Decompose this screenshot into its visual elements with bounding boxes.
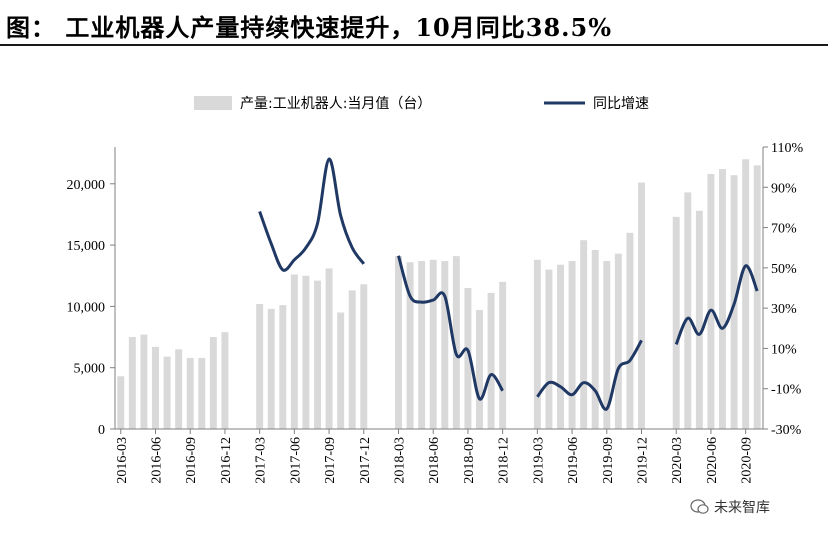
- bar-2018-04: [406, 262, 414, 429]
- tick-labels: 0 5,000 10,000 15,000 20,000 -30% -10% 10% 30% 50…: [67, 141, 804, 484]
- x-tick-label: 2020-06: [705, 437, 720, 484]
- y-right-tick-label: 30%: [771, 302, 797, 317]
- bar-2019-06: [568, 261, 576, 429]
- bar-2017-03: [256, 303, 264, 429]
- y-right-tick-label: -30%: [771, 423, 802, 438]
- bar-2017-05: [279, 305, 287, 429]
- bar-2016-04: [128, 337, 136, 429]
- bar-2016-06: [152, 346, 159, 429]
- bar-2018-12: [499, 281, 507, 429]
- x-tick-label: 2019-03: [531, 437, 546, 484]
- bar-series: [117, 159, 761, 430]
- x-tick-label: 2018-09: [462, 437, 477, 484]
- line-segment-4: [674, 264, 759, 346]
- bar-2019-05: [557, 264, 564, 429]
- bar-2018-05: [418, 261, 426, 429]
- bar-2018-06: [429, 259, 437, 429]
- x-tick-label: 2017-06: [288, 437, 303, 484]
- bar-2017-12: [360, 284, 368, 429]
- bar-2018-10: [476, 310, 483, 429]
- bar-2020-03: [672, 216, 680, 429]
- x-tick-label: 2016-06: [150, 437, 165, 484]
- bar-2016-10: [198, 357, 206, 429]
- bar-2019-04: [545, 269, 553, 429]
- x-tick-label: 2019-12: [636, 437, 651, 484]
- bar-2019-07: [580, 240, 588, 429]
- bar-2020-04: [684, 192, 692, 429]
- bar-2020-07: [719, 169, 726, 429]
- legend-label-bars: 产量:工业机器人:当月值（台）: [240, 96, 431, 112]
- bar-2017-08: [314, 280, 321, 429]
- line-segment-3: [536, 339, 643, 411]
- x-tick-label: 2017-03: [254, 437, 269, 484]
- bar-2019-10: [614, 253, 622, 429]
- bar-2017-04: [267, 308, 275, 429]
- y-left-tick-label: 15,000: [67, 239, 106, 254]
- y-left-tick-label: 0: [98, 423, 105, 438]
- legend-label-line: 同比增速: [593, 96, 649, 112]
- y-left-tick-label: 20,000: [67, 178, 106, 193]
- x-tick-label: 2018-06: [427, 437, 442, 484]
- x-tick-label: 2019-09: [601, 437, 616, 484]
- bar-2016-07: [163, 356, 171, 429]
- bar-2016-08: [175, 349, 183, 429]
- chart-title: 图： 工业机器人产量持续快速提升，10月同比38.5%: [6, 13, 613, 42]
- bar-2020-10: [753, 165, 761, 430]
- x-tick-label: 2016-03: [115, 437, 130, 484]
- bar-2016-12: [221, 332, 229, 429]
- y-right-tick-label: -10%: [771, 383, 802, 398]
- bar-2019-11: [626, 232, 634, 429]
- bar-2016-05: [140, 334, 148, 429]
- x-tick-label: 2018-12: [497, 437, 512, 484]
- x-tick-label: 2017-09: [323, 437, 338, 484]
- x-tick-label: 2017-12: [358, 437, 373, 484]
- legend: 产量:工业机器人:当月值（台） 同比增速: [194, 96, 649, 112]
- y-left-tick-label: 10,000: [67, 300, 106, 315]
- y-right-tick-label: 90%: [771, 181, 797, 196]
- y-right-tick-label: 70%: [771, 222, 797, 237]
- x-tick-label: 2018-03: [393, 437, 408, 484]
- bar-2018-07: [441, 261, 449, 429]
- bar-2017-06: [290, 274, 298, 429]
- bar-2018-03: [395, 256, 402, 429]
- watermark: 未来智库: [690, 497, 770, 517]
- title-divider: [0, 44, 828, 46]
- x-tick-label: 2019-06: [566, 437, 581, 484]
- bar-2018-11: [487, 292, 495, 429]
- bar-2020-05: [695, 210, 703, 429]
- bar-2017-11: [348, 290, 356, 429]
- bar-2017-09: [325, 268, 333, 429]
- x-tick-label: 2020-03: [670, 437, 685, 484]
- y-right-tick-label: 50%: [771, 262, 797, 277]
- y-right-tick-label: 110%: [771, 141, 803, 156]
- line-segment-2: [397, 255, 504, 401]
- y-left-tick-label: 5,000: [74, 362, 106, 377]
- bar-2016-03: [117, 376, 125, 429]
- bar-2019-12: [638, 182, 645, 429]
- line-series: [258, 157, 759, 411]
- bar-2017-10: [337, 312, 345, 429]
- bar-2016-11: [209, 337, 217, 429]
- bar-2018-09: [464, 288, 472, 429]
- line-segment-1: [258, 157, 366, 272]
- legend-swatch-bars: [194, 96, 232, 110]
- x-tick-label: 2016-09: [184, 437, 199, 484]
- bar-2019-09: [603, 261, 611, 429]
- bar-2018-08: [452, 256, 460, 429]
- bar-2020-06: [707, 173, 715, 429]
- bar-2016-09: [186, 357, 194, 429]
- x-tick-label: 2020-09: [740, 437, 755, 484]
- axes: [114, 147, 764, 430]
- bar-2020-09: [742, 159, 750, 429]
- x-tick-label: 2016-12: [219, 437, 234, 484]
- y-right-tick-label: 10%: [771, 342, 797, 357]
- bar-2017-07: [302, 275, 310, 429]
- wechat-icon: [690, 499, 709, 514]
- watermark-text: 未来智库: [714, 500, 770, 516]
- bar-2019-08: [591, 249, 599, 429]
- bar-2019-03: [533, 259, 541, 429]
